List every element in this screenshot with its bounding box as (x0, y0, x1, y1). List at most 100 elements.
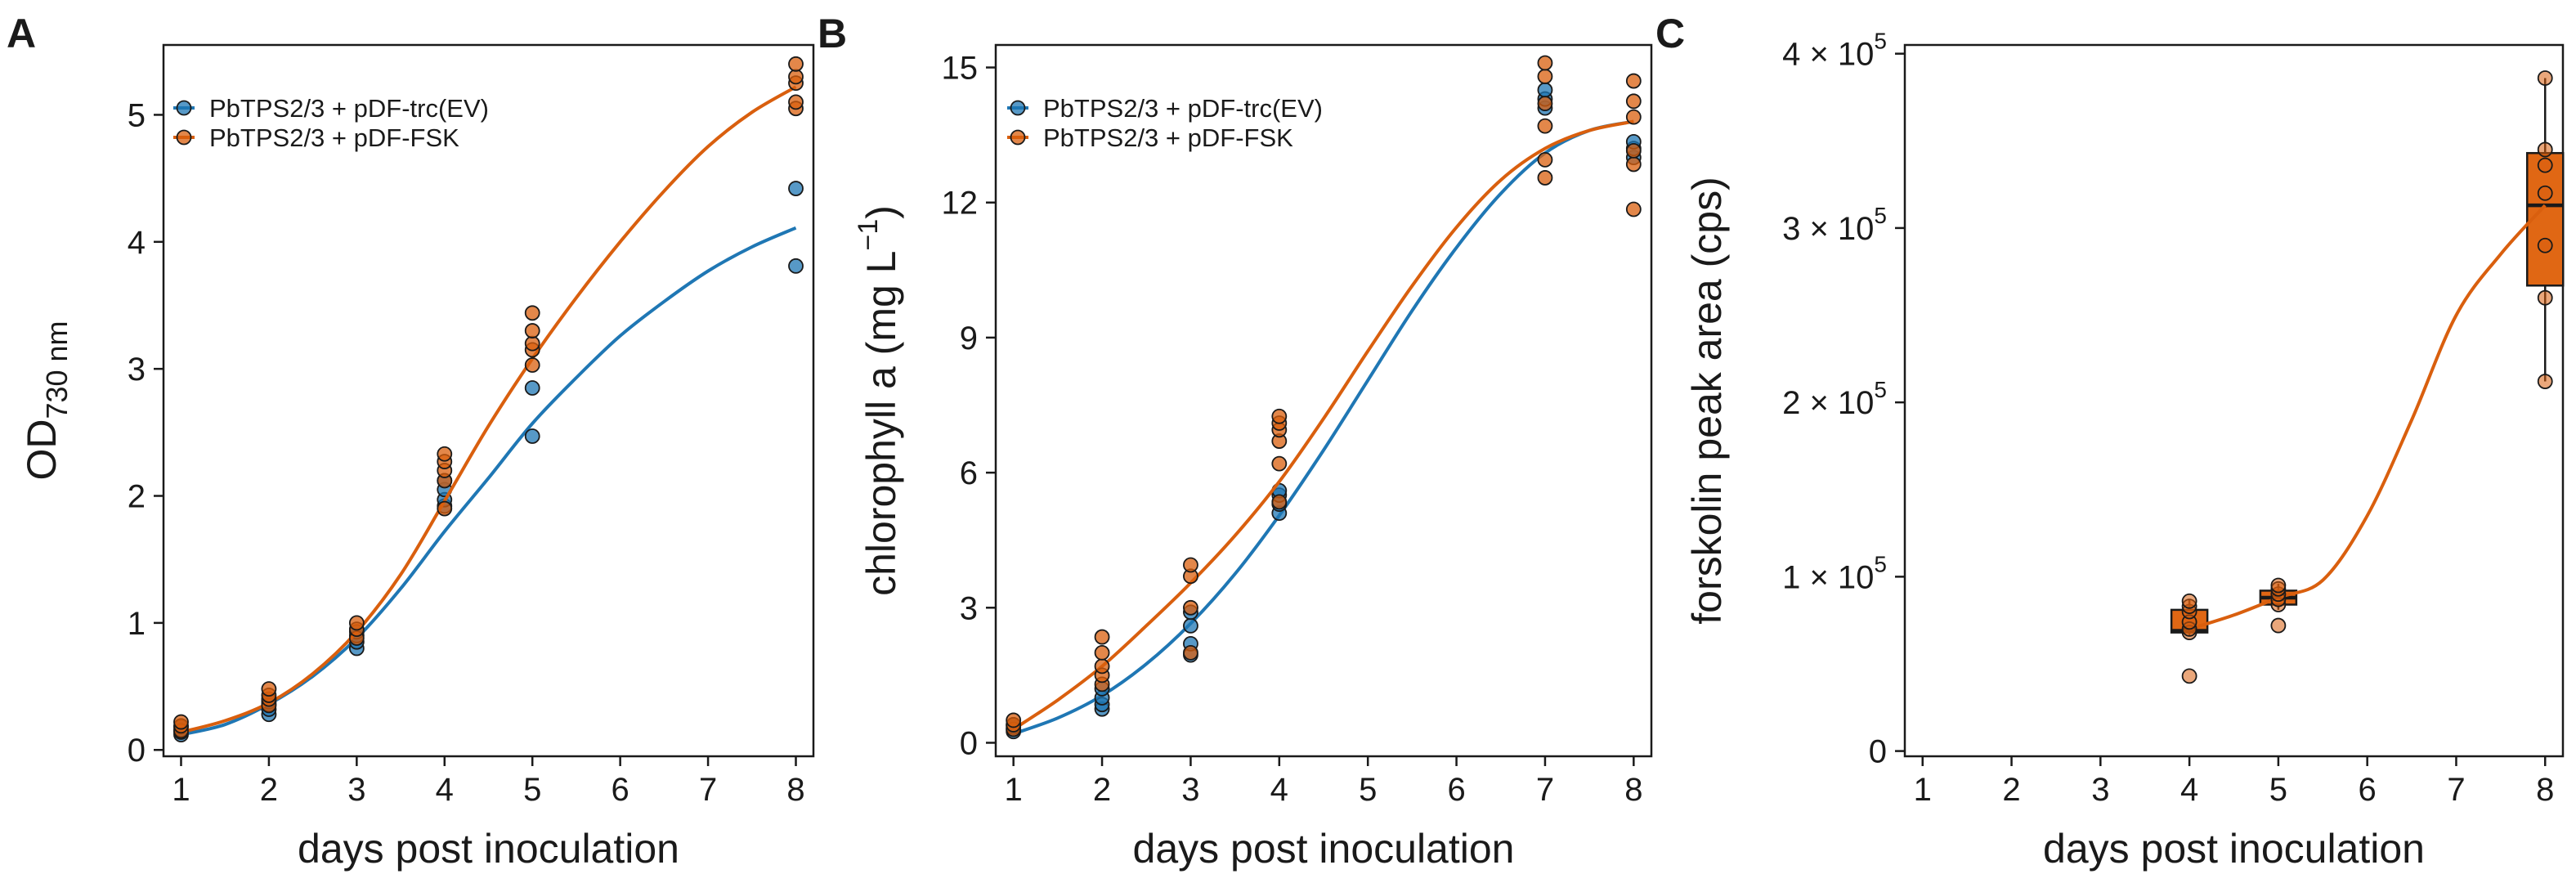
x-tick-label: 2 (2002, 772, 2020, 808)
data-point (524, 357, 540, 373)
data-point (1625, 156, 1642, 173)
data-point (1183, 599, 1198, 616)
y-tick-label: 1 × 105 (1782, 551, 1887, 595)
data-point (1094, 629, 1110, 645)
x-tick-label: 2 (1093, 772, 1111, 808)
y-axis-title-superscript: −1 (853, 219, 884, 251)
data-point (2537, 70, 2553, 86)
x-tick-label: 3 (1181, 772, 1199, 808)
y-axis-title-main: OD (19, 419, 65, 481)
data-point (1625, 73, 1642, 89)
data-point (1006, 712, 1022, 728)
x-tick-label: 6 (612, 772, 629, 808)
data-point (1537, 152, 1553, 168)
series-line (180, 85, 797, 734)
x-axis-title: days post inoculation (1133, 826, 1515, 872)
y-tick-mantissa: 2 × 10 (1782, 385, 1874, 421)
data-point (524, 335, 540, 352)
legend-label: PbTPS2/3 + pDF-trc(EV) (209, 94, 489, 123)
data-point (1271, 408, 1288, 424)
x-tick-label: 7 (699, 772, 717, 808)
y-axis-title: OD730 nm (19, 320, 74, 480)
legend-marker (1010, 129, 1026, 146)
y-tick-label: 0 (1869, 734, 1887, 770)
y-tick-mantissa: 3 × 10 (1782, 211, 1874, 247)
data-point (1183, 644, 1198, 661)
panel-label: C (1655, 11, 1685, 56)
x-tick-label: 5 (2269, 772, 2287, 808)
data-point (2181, 668, 2197, 684)
data-point (524, 428, 540, 444)
series-line (1012, 119, 1634, 731)
data-point (1183, 617, 1198, 634)
data-point (1537, 55, 1553, 71)
data-point (2537, 141, 2553, 158)
y-axis-title-end: ) (858, 205, 904, 219)
data-point (1094, 644, 1110, 661)
data-point (1271, 455, 1288, 472)
data-point (2181, 593, 2197, 609)
y-axis-title-subscript: 730 nm (40, 320, 74, 419)
y-tick-exponent: 5 (1874, 203, 1887, 228)
x-tick-label: 4 (1270, 772, 1288, 808)
series-line (181, 226, 797, 737)
x-axis-title: days post inoculation (2043, 826, 2425, 872)
data-point (437, 500, 453, 517)
x-axis-title: days post inoculation (298, 826, 679, 872)
data-point (2537, 237, 2553, 253)
y-tick-label: 3 (960, 590, 978, 626)
data-point (1537, 96, 1553, 111)
x-tick-label: 8 (2536, 772, 2554, 808)
legend-marker (1010, 100, 1026, 116)
y-tick-label: 5 (128, 97, 146, 133)
data-point (1625, 109, 1642, 125)
legend-label: PbTPS2/3 + pDF-trc(EV) (1043, 94, 1323, 123)
x-tick-label: 3 (347, 772, 365, 808)
data-point (788, 258, 804, 274)
data-point (2270, 577, 2287, 594)
x-tick-label: 1 (172, 772, 190, 808)
y-tick-label: 15 (942, 51, 979, 87)
data-point (1625, 201, 1642, 217)
y-tick-label: 2 × 105 (1782, 377, 1887, 421)
y-tick-exponent: 5 (1874, 29, 1887, 54)
y-tick-label: 3 (128, 352, 146, 388)
x-tick-label: 8 (786, 772, 804, 808)
x-tick-label: 2 (260, 772, 278, 808)
panel-label: A (7, 11, 36, 56)
legend-marker (176, 100, 192, 116)
x-tick-label: 7 (1536, 772, 1554, 808)
y-tick-label: 9 (960, 320, 978, 356)
plot-frame (162, 43, 815, 758)
y-tick-exponent: 5 (1874, 377, 1887, 402)
y-tick-label: 4 × 105 (1782, 29, 1887, 73)
x-tick-label: 8 (1624, 772, 1642, 808)
plot-frame (994, 43, 1653, 758)
data-point (524, 323, 540, 338)
y-tick-label: 6 (960, 455, 978, 491)
series-line (2188, 204, 2547, 631)
legend-label: PbTPS2/3 + pDF-FSK (209, 123, 459, 152)
data-point (2270, 617, 2287, 634)
y-axis-title: chlorophyll a (mg L−1) (853, 205, 904, 596)
data-point (1537, 82, 1553, 98)
data-point (788, 181, 804, 196)
data-point (2537, 374, 2553, 389)
data-point (2537, 157, 2553, 173)
data-point (1537, 118, 1553, 134)
y-tick-mantissa: 4 × 10 (1782, 37, 1874, 73)
x-tick-label: 4 (2180, 772, 2198, 808)
data-point (1183, 557, 1198, 573)
y-tick-label: 2 (128, 479, 146, 515)
data-point (348, 615, 365, 631)
y-tick-mantissa: 0 (1869, 734, 1887, 770)
data-point (788, 94, 804, 110)
legend-marker (176, 129, 192, 146)
data-point (1271, 494, 1288, 510)
y-tick-label: 0 (128, 733, 146, 769)
data-point (1537, 170, 1553, 186)
y-axis-title: forskolin peak area (cps) (1684, 177, 1730, 624)
data-point (524, 305, 540, 321)
